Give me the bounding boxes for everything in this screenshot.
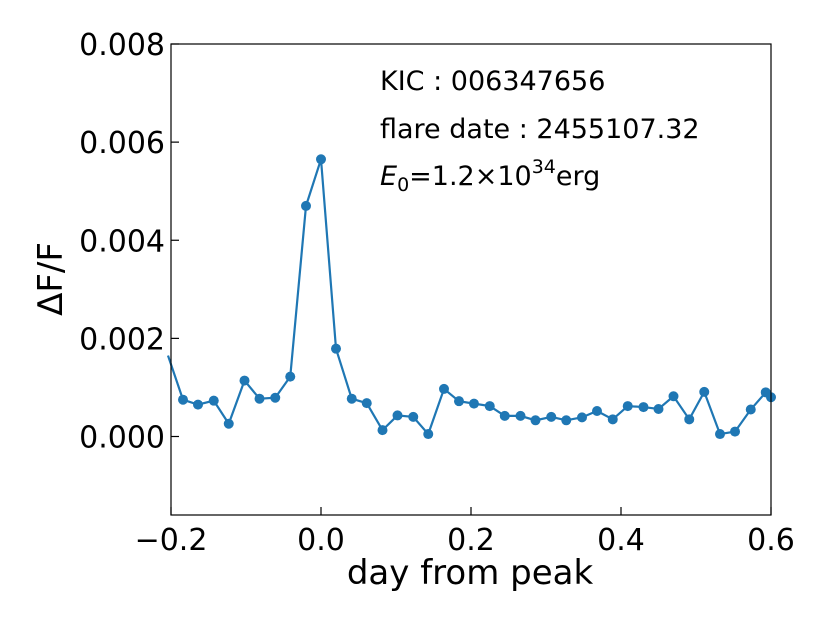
data-point bbox=[193, 399, 203, 410]
y-tick-label: 0.002 bbox=[79, 322, 165, 357]
data-point bbox=[239, 375, 250, 386]
data-point bbox=[515, 410, 526, 421]
energy-unit: erg bbox=[556, 161, 600, 192]
kic-annotation: KIC : 006347656 bbox=[380, 66, 605, 97]
data-point bbox=[285, 371, 296, 382]
x-tick-label: 0.2 bbox=[447, 523, 495, 558]
energy-subscript: 0 bbox=[397, 174, 409, 196]
data-point bbox=[178, 394, 188, 405]
axis-ticks: −0.2 0.0 0.2 0.4 0.6 0.000 0.002 0.004 0.006 0.00… bbox=[79, 28, 795, 558]
data-point bbox=[745, 404, 756, 415]
y-tick-label: 0.004 bbox=[79, 224, 165, 259]
data-point bbox=[622, 401, 633, 412]
x-tick-label: −0.2 bbox=[135, 523, 208, 558]
data-point bbox=[577, 412, 587, 423]
data-point bbox=[301, 200, 311, 211]
y-axis-title: ΔF/F bbox=[31, 242, 71, 316]
data-point bbox=[346, 393, 357, 404]
data-point bbox=[316, 154, 326, 165]
x-tick-label: 0.4 bbox=[597, 523, 645, 558]
y-tick-label: 0.008 bbox=[79, 28, 165, 63]
data-point bbox=[469, 398, 479, 409]
data-series bbox=[166, 154, 776, 440]
energy-value: =1.2×10 bbox=[409, 161, 532, 192]
energy-symbol: E bbox=[380, 161, 397, 192]
data-point bbox=[730, 426, 740, 437]
data-point bbox=[484, 401, 495, 412]
data-point bbox=[638, 402, 649, 413]
data-point bbox=[607, 414, 618, 425]
data-point bbox=[699, 386, 710, 397]
x-tick-label: 0.6 bbox=[747, 523, 795, 558]
data-point bbox=[377, 425, 388, 436]
energy-annotation: E0=1.2×1034erg bbox=[380, 156, 600, 196]
data-point bbox=[361, 398, 372, 409]
data-point bbox=[546, 411, 557, 422]
x-tick-label: 0.0 bbox=[297, 523, 345, 558]
data-point bbox=[254, 393, 265, 404]
data-point bbox=[331, 343, 341, 354]
data-point bbox=[223, 418, 234, 429]
y-tick-label: 0.006 bbox=[79, 126, 165, 161]
data-point bbox=[270, 392, 281, 403]
data-point bbox=[454, 396, 464, 407]
data-point bbox=[668, 391, 679, 402]
data-point bbox=[208, 395, 219, 406]
data-point bbox=[684, 414, 695, 425]
data-point bbox=[653, 404, 664, 415]
data-point bbox=[561, 415, 572, 426]
data-point bbox=[499, 410, 510, 421]
data-point bbox=[592, 405, 602, 416]
energy-exponent: 34 bbox=[532, 156, 556, 178]
data-point bbox=[408, 411, 419, 422]
series-line bbox=[166, 158, 772, 437]
data-point bbox=[715, 429, 725, 440]
plot-frame bbox=[170, 43, 772, 516]
data-point bbox=[423, 429, 434, 440]
data-point bbox=[439, 383, 449, 394]
flare-date-annotation: flare date : 2455107.32 bbox=[380, 114, 700, 145]
x-axis-title: day from peak bbox=[347, 553, 594, 593]
data-point bbox=[530, 415, 541, 426]
y-tick-label: 0.000 bbox=[79, 421, 165, 456]
data-point bbox=[392, 410, 403, 421]
